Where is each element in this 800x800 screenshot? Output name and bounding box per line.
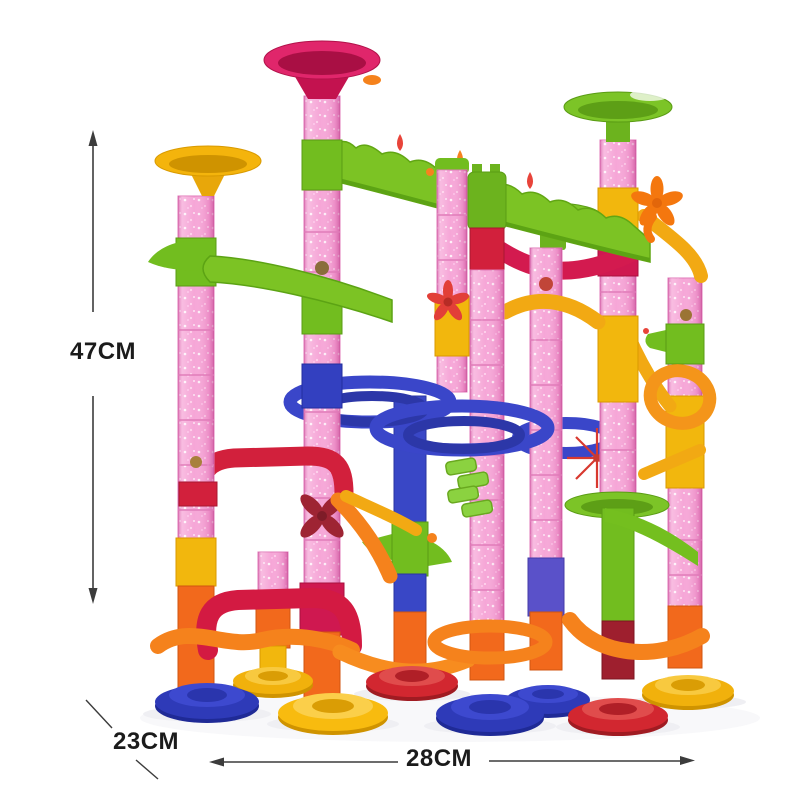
orange-flower-spinner [631, 176, 683, 243]
red-flower-spinner [426, 280, 470, 321]
yellow-chute-mid [497, 293, 606, 330]
base-yellow-small [233, 667, 313, 698]
depth-leader-line [85, 699, 159, 780]
height-dimension-label: 47CM [70, 338, 137, 365]
green-leaf-right [605, 508, 698, 566]
base-blue-left [155, 683, 259, 723]
depth-dimension-label: 23CM [113, 728, 180, 755]
column-mid-right [527, 247, 565, 671]
width-dimension-label: 28CM [406, 745, 473, 772]
base-discs [155, 666, 734, 736]
column-green-funnel [563, 89, 673, 680]
red-track-lower [196, 587, 362, 660]
orange-sliver [363, 75, 381, 85]
base-yellow-right [642, 675, 734, 710]
orange-loop [643, 364, 717, 430]
orange-chute [330, 492, 398, 584]
width-arrow [209, 756, 695, 767]
green-leaf-ramp [202, 255, 393, 324]
base-red-right [568, 698, 668, 736]
yellow-chute [340, 490, 422, 536]
column-short-left [255, 551, 291, 675]
height-arrow [88, 130, 98, 604]
base-blue-center [436, 694, 544, 736]
red-wire-spinner [567, 428, 627, 488]
green-cascade [445, 457, 494, 518]
maroon-pinwheel [300, 494, 344, 538]
base-red-mid [366, 666, 458, 701]
column-center-back [434, 158, 470, 393]
base-blue-midright [506, 685, 590, 718]
base-yellow-big [278, 693, 388, 735]
